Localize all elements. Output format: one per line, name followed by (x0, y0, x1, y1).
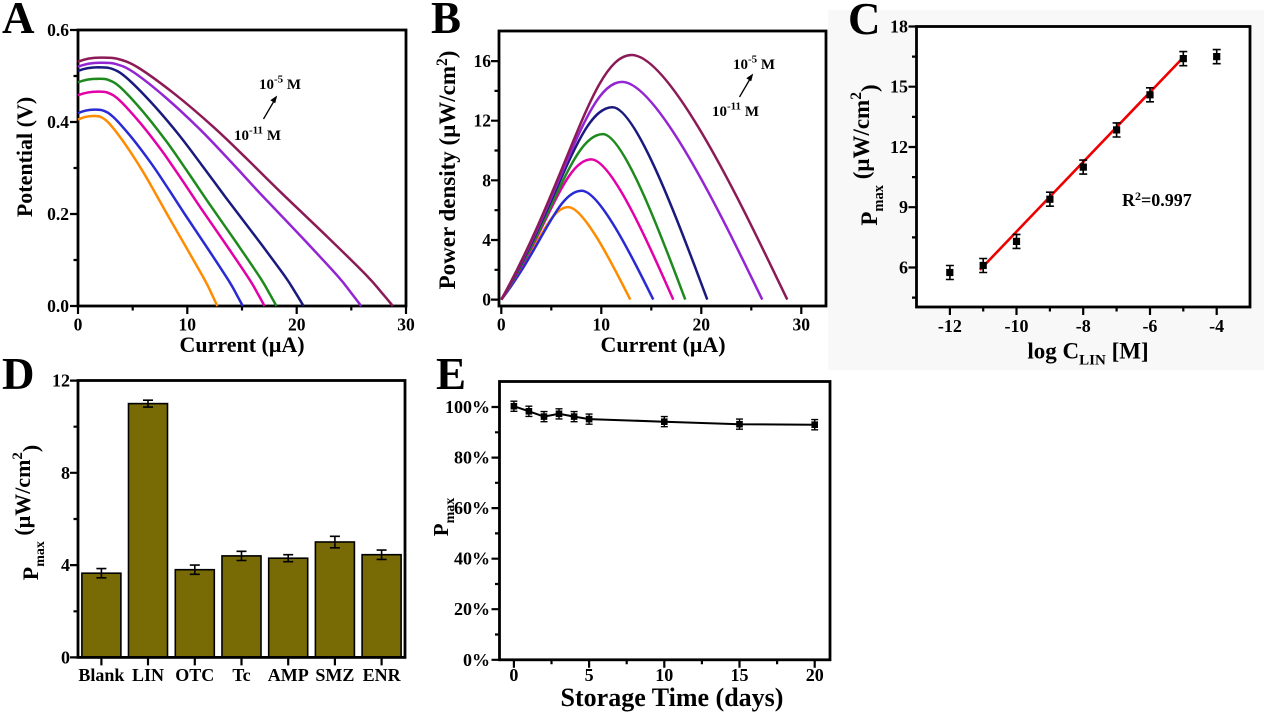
svg-text:60%: 60% (454, 498, 490, 518)
svg-text:Potential (V): Potential (V) (12, 97, 37, 217)
svg-text:16: 16 (474, 51, 492, 71)
svg-text:-12: -12 (938, 316, 962, 336)
svg-text:Current (μA): Current (μA) (600, 332, 725, 357)
svg-text:-8: -8 (1076, 316, 1091, 336)
svg-text:10: 10 (593, 315, 611, 335)
svg-text:0.2: 0.2 (47, 204, 69, 224)
svg-text:Tc: Tc (232, 665, 250, 685)
svg-text:20%: 20% (454, 599, 490, 619)
svg-text:0%: 0% (463, 650, 490, 670)
svg-text:Current (μA): Current (μA) (179, 332, 304, 357)
svg-text:0: 0 (509, 665, 518, 685)
svg-text:-10: -10 (1005, 316, 1029, 336)
svg-text:10-5 M: 10-5 M (733, 54, 775, 74)
svg-text:12: 12 (890, 137, 908, 157)
svg-text:0.4: 0.4 (47, 112, 69, 132)
svg-text:0: 0 (497, 315, 506, 335)
svg-text:80%: 80% (454, 448, 490, 468)
svg-text:E: E (436, 349, 466, 399)
svg-text:12: 12 (474, 111, 492, 131)
svg-text:8: 8 (482, 170, 491, 190)
svg-text:-4: -4 (1209, 316, 1224, 336)
svg-text:6: 6 (899, 257, 908, 277)
svg-text:-6: -6 (1142, 316, 1157, 336)
svg-text:0: 0 (74, 315, 83, 335)
svg-text:R2=0.997: R2=0.997 (1122, 189, 1192, 210)
svg-text:0.6: 0.6 (47, 20, 69, 40)
svg-text:100%: 100% (445, 397, 490, 417)
svg-text:Storage Time (days): Storage Time (days) (561, 683, 784, 712)
svg-text:ENR: ENR (363, 665, 402, 685)
svg-text:30: 30 (397, 315, 415, 335)
svg-text:20: 20 (288, 315, 306, 335)
svg-text:AMP: AMP (268, 665, 309, 685)
svg-text:15: 15 (731, 665, 749, 685)
svg-text:D: D (2, 349, 35, 399)
svg-text:SMZ: SMZ (315, 665, 354, 685)
svg-text:C: C (848, 0, 881, 44)
svg-text:0: 0 (61, 647, 70, 667)
svg-text:LIN: LIN (132, 665, 164, 685)
svg-text:B: B (431, 0, 461, 43)
svg-text:5: 5 (585, 665, 594, 685)
svg-text:30: 30 (793, 315, 811, 335)
svg-text:15: 15 (890, 77, 908, 97)
svg-text:10-11 M: 10-11 M (712, 101, 759, 121)
svg-text:Blank: Blank (78, 665, 124, 685)
svg-text:4: 4 (482, 230, 491, 250)
svg-text:10: 10 (655, 665, 673, 685)
svg-text:20: 20 (693, 315, 711, 335)
svg-text:Power density (μW/cm2): Power density (μW/cm2) (434, 51, 460, 290)
svg-text:OTC: OTC (175, 665, 214, 685)
svg-text:8: 8 (61, 463, 70, 483)
svg-text:10: 10 (179, 315, 197, 335)
svg-text:0: 0 (482, 290, 491, 310)
svg-text:20: 20 (806, 665, 824, 685)
svg-text:10-11 M: 10-11 M (234, 125, 281, 145)
svg-text:4: 4 (61, 555, 70, 575)
svg-text:0.0: 0.0 (47, 296, 69, 316)
svg-text:12: 12 (52, 371, 70, 391)
svg-text:40%: 40% (454, 549, 490, 569)
svg-text:A: A (2, 0, 35, 43)
svg-text:10-5 M: 10-5 M (259, 74, 301, 94)
svg-text:9: 9 (899, 197, 908, 217)
svg-text:18: 18 (890, 17, 908, 37)
